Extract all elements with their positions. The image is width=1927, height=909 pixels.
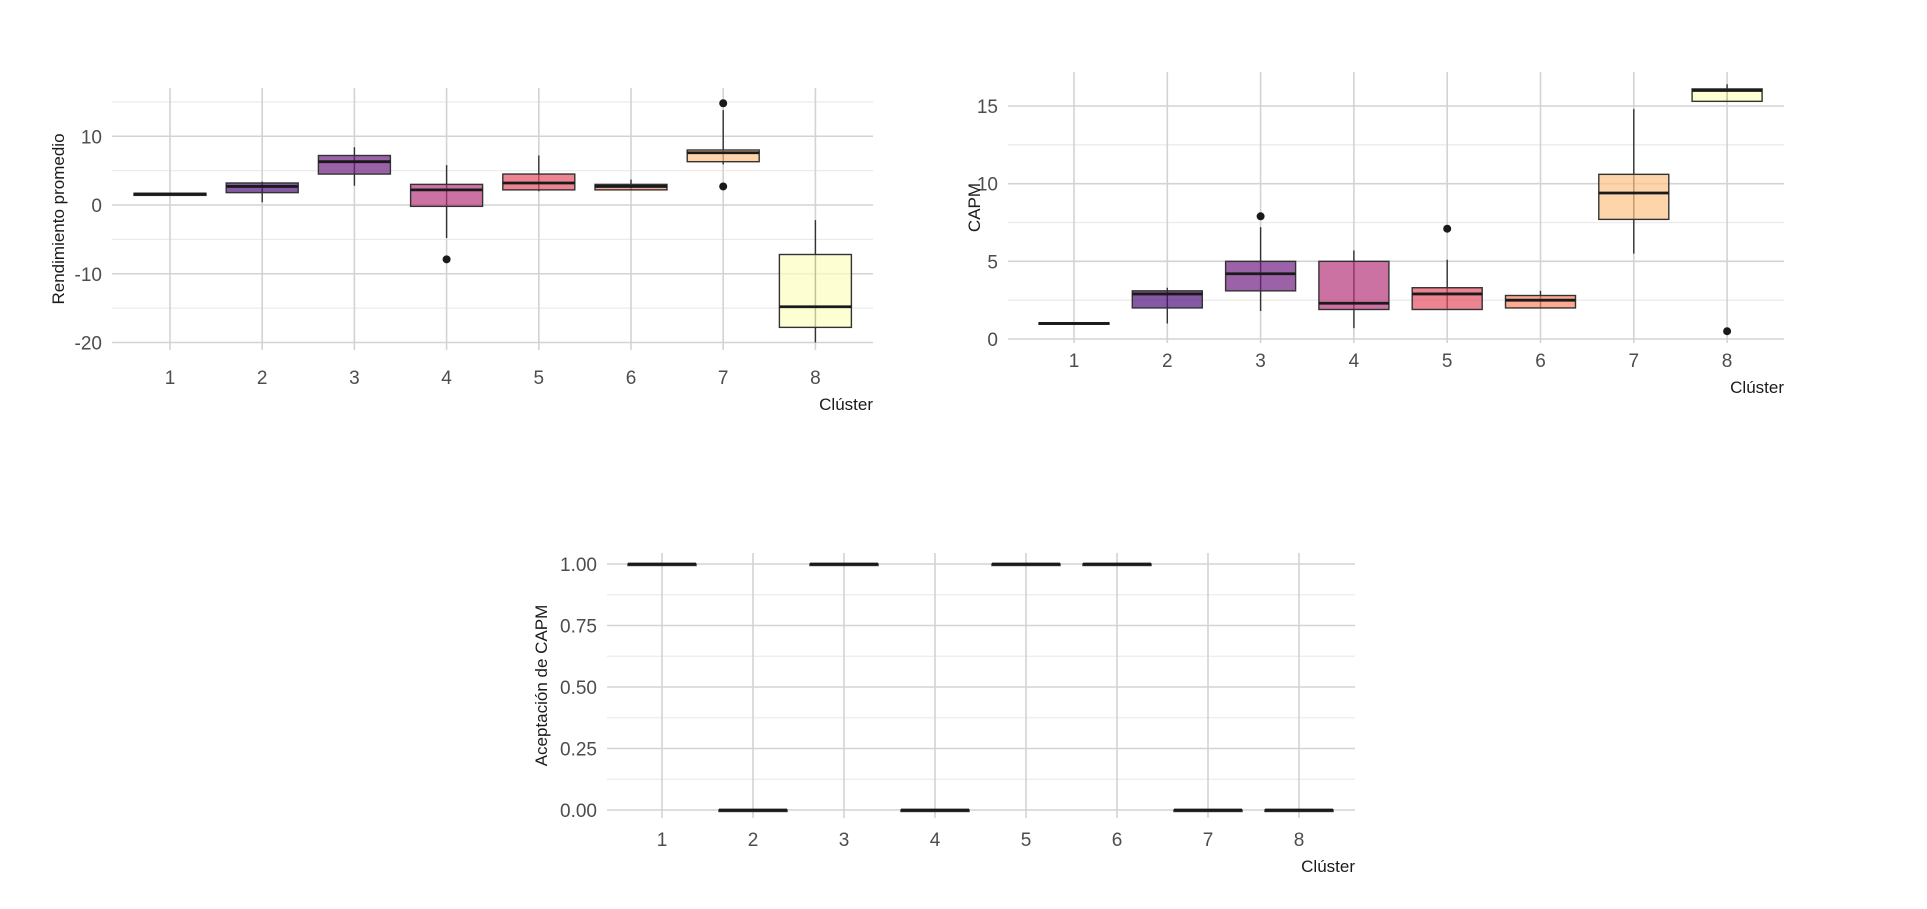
- box-cluster-2: [1131, 287, 1204, 324]
- x-tick-label: 1: [1069, 351, 1080, 372]
- x-tick-label: 3: [839, 830, 850, 851]
- y-tick-label: 0.00: [560, 801, 597, 822]
- x-tick-label: 8: [810, 368, 821, 389]
- box-cluster-3: [1224, 212, 1297, 312]
- y-tick-label: 10: [81, 127, 102, 148]
- box-cluster-1: [1038, 321, 1110, 325]
- y-tick-label: 15: [977, 97, 998, 118]
- x-axis-label: Clúster: [1730, 378, 1784, 397]
- chart-panel-3: 0.00 0.25 0.50 0.75 1.00 1 2 3 4 5 6 7 8 Clúster Acept…: [532, 553, 1355, 876]
- box-body: [1318, 260, 1390, 311]
- x-tick-label: 6: [1112, 830, 1123, 851]
- x-tick-label: 1: [657, 830, 668, 851]
- outlier-point: [1256, 212, 1265, 221]
- y-axis-label: CAPM: [965, 183, 984, 232]
- x-axis-label: Clúster: [819, 395, 873, 414]
- y-axis-label: Rendimiento promedio: [49, 133, 68, 304]
- box-body: [686, 149, 760, 163]
- outlier-point: [719, 182, 728, 191]
- y-tick-label: 0.50: [560, 678, 597, 699]
- outlier-point: [719, 99, 728, 108]
- x-tick-label: 5: [1021, 830, 1032, 851]
- x-tick-label: 4: [441, 368, 452, 389]
- y-tick-label: 0.25: [560, 740, 597, 761]
- x-tick-label: 2: [1162, 351, 1173, 372]
- chart-panel-2: 0 5 10 15 1 2 3 4 5 6 7 8 Clúster CAPM: [965, 72, 1784, 397]
- x-tick-label: 5: [1442, 351, 1453, 372]
- y-tick-label: 0: [987, 330, 998, 351]
- box-cluster-1: [627, 562, 697, 567]
- box-cluster-8: [1691, 84, 1763, 336]
- box-cluster-5: [502, 155, 576, 192]
- box-body: [1411, 287, 1483, 311]
- box-cluster-2: [225, 181, 299, 203]
- outlier-point: [442, 255, 451, 264]
- box-body: [409, 183, 484, 208]
- box-cluster-4: [409, 165, 484, 264]
- box-cluster-5: [1411, 224, 1483, 311]
- x-tick-label: 6: [1535, 351, 1546, 372]
- x-tick-label: 7: [1629, 351, 1640, 372]
- x-tick-label: 4: [930, 830, 941, 851]
- outlier-point: [1723, 327, 1732, 336]
- chart-panel-1: -20 -10 0 10 1 2 3 4 5 6 7 8 Clúster Rendimiento prom…: [49, 88, 873, 414]
- x-tick-label: 2: [748, 830, 759, 851]
- x-tick-label: 6: [626, 368, 637, 389]
- box-body: [1504, 294, 1577, 309]
- box-cluster-7: [1173, 808, 1243, 813]
- box-body: [778, 253, 853, 329]
- y-tick-label: 0: [91, 196, 102, 217]
- box-cluster-3: [809, 562, 879, 567]
- box-cluster-6: [1082, 562, 1152, 567]
- y-tick-label: -20: [75, 334, 102, 355]
- y-tick-label: 10: [977, 175, 998, 196]
- x-tick-label: 4: [1349, 351, 1360, 372]
- box-body: [1691, 88, 1763, 103]
- box-cluster-1: [133, 192, 207, 197]
- box-cluster-4: [900, 808, 970, 813]
- box-cluster-8: [778, 220, 853, 343]
- box-cluster-4: [1318, 250, 1390, 329]
- x-tick-label: 1: [165, 368, 176, 389]
- outlier-point: [1443, 224, 1452, 233]
- x-tick-label: 3: [349, 368, 360, 389]
- y-tick-label: -10: [75, 265, 102, 286]
- box-cluster-7: [1598, 109, 1670, 254]
- box-cluster-3: [317, 147, 392, 186]
- x-tick-label: 7: [718, 368, 729, 389]
- x-tick-label: 8: [1294, 830, 1305, 851]
- box-body: [317, 154, 392, 175]
- x-tick-label: 7: [1203, 830, 1214, 851]
- y-tick-label: 5: [987, 252, 998, 273]
- x-tick-label: 2: [257, 368, 268, 389]
- x-tick-label: 5: [534, 368, 545, 389]
- box-cluster-7: [686, 99, 760, 191]
- box-cluster-6: [1504, 290, 1577, 309]
- box-cluster-6: [594, 179, 668, 191]
- y-axis-label: Aceptación de CAPM: [532, 605, 551, 767]
- box-body: [1224, 260, 1297, 292]
- x-axis-label: Clúster: [1301, 857, 1355, 876]
- y-tick-label: 0.75: [560, 617, 597, 638]
- box-cluster-2: [718, 808, 788, 813]
- box-cluster-5: [991, 562, 1061, 567]
- y-tick-label: 1.00: [560, 555, 597, 576]
- box-body: [1598, 173, 1670, 221]
- box-cluster-8: [1264, 808, 1334, 813]
- x-tick-label: 3: [1255, 351, 1266, 372]
- x-tick-label: 8: [1722, 351, 1733, 372]
